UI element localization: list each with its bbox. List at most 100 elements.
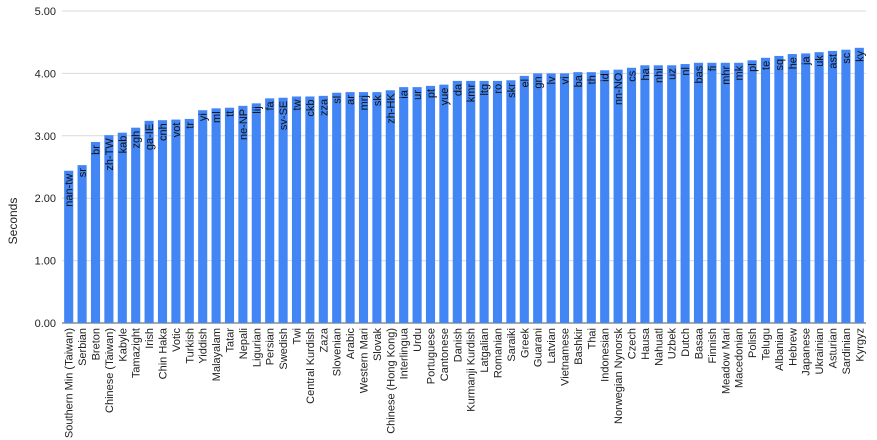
x-tick-label: Polish <box>747 328 759 358</box>
x-tick-label: Southern Min (Taiwan) <box>64 328 76 438</box>
y-tick-label: 0.00 <box>35 318 56 330</box>
bar <box>854 47 864 323</box>
bar-code-label: gn <box>533 76 545 88</box>
bar-code-label: vot <box>171 123 183 138</box>
bar <box>251 103 261 324</box>
bar <box>144 120 154 323</box>
bar-code-label: ha <box>640 67 652 80</box>
x-tick-label: Thai <box>586 328 598 349</box>
bar-code-label: kab <box>117 136 129 154</box>
y-tick-label: 2.00 <box>35 193 56 205</box>
x-tick-label: Portuguese <box>426 328 438 384</box>
bar <box>332 92 342 323</box>
x-tick-label: Chinese (Taiwan) <box>104 328 116 413</box>
x-tick-label: Basaa <box>694 327 706 359</box>
y-tick-label: 1.00 <box>35 256 56 268</box>
x-tick-label: Breton <box>91 328 103 360</box>
x-tick-label: Hebrew <box>787 328 799 366</box>
x-tick-label: Tatar <box>225 328 237 353</box>
bar <box>345 92 355 324</box>
bar-code-label: ltg <box>479 84 491 96</box>
bar <box>707 62 717 324</box>
bar-code-label: cnh <box>158 123 170 141</box>
x-tick-label: Kyrgyz <box>854 328 866 362</box>
x-tick-label: Romanian <box>493 328 505 378</box>
x-tick-label: Kurmanji Kurdish <box>466 328 478 412</box>
bar-code-label: mk <box>734 65 746 80</box>
bar-code-label: ba <box>573 74 585 87</box>
bar <box>291 96 302 323</box>
bar <box>399 87 409 324</box>
bar-code-label: zh-TW <box>104 138 116 171</box>
bar-code-label: ur <box>412 90 424 100</box>
bar <box>667 65 677 324</box>
bar <box>734 62 744 324</box>
bar-code-label: te <box>761 61 773 70</box>
x-tick-label: Sardinian <box>841 328 853 374</box>
bar-code-label: sr <box>77 168 89 178</box>
x-tick-label: Urdu <box>412 328 424 352</box>
bar <box>265 98 275 323</box>
x-tick-label: Meadow Mari <box>720 328 732 394</box>
bar-code-label: tr <box>184 122 196 129</box>
bar-code-label: da <box>452 83 464 96</box>
bar <box>439 84 449 323</box>
bar <box>613 69 623 323</box>
x-tick-label: Twi <box>292 328 304 345</box>
bar <box>104 135 114 323</box>
bar <box>452 80 462 323</box>
bar <box>238 105 248 324</box>
bar <box>305 96 315 323</box>
bar <box>801 53 811 323</box>
bar-code-label: sk <box>372 95 384 107</box>
x-tick-label: Persian <box>265 328 277 365</box>
bar <box>519 75 529 323</box>
bar-code-label: nan-tw <box>64 174 76 207</box>
bar-code-label: ja <box>801 56 813 66</box>
x-tick-label: Hausa <box>640 327 652 360</box>
bar <box>586 72 596 323</box>
x-tick-label: Ukrainian <box>814 328 826 374</box>
bar <box>77 165 87 323</box>
bar-code-label: ml <box>211 111 223 123</box>
y-tick-label: 5.00 <box>35 6 56 18</box>
x-tick-label: Japanese <box>801 328 813 376</box>
bar-code-label: mhr <box>720 65 732 84</box>
bar <box>385 90 395 323</box>
bar-code-label: fa <box>265 100 277 110</box>
bar-code-label: ne-NP <box>238 109 250 140</box>
x-tick-label: Norwegian Nynorsk <box>613 328 625 424</box>
x-tick-label: Votic <box>171 328 183 352</box>
x-tick-label: Interlingua <box>399 327 411 379</box>
x-tick-label: Serbian <box>77 328 89 366</box>
bar <box>774 55 784 323</box>
x-tick-label: Chinese (Hong Kong) <box>385 328 397 434</box>
bar-code-label: th <box>586 75 598 84</box>
x-tick-label: Nepali <box>238 328 250 359</box>
bar <box>224 107 235 323</box>
category-labels: Southern Min (Taiwan) Serbian Breton Chines… <box>64 327 867 438</box>
x-tick-label: Macedonian <box>734 328 746 388</box>
bar-code-label: ia <box>399 89 411 98</box>
x-tick-label: Latvian <box>546 328 558 363</box>
bar-code-label: el <box>519 79 531 88</box>
x-tick-label: Latgalian <box>479 328 491 373</box>
bar-code-label: sq <box>774 59 786 71</box>
x-tick-label: Chin Haka <box>158 327 170 379</box>
bar-code-label: bas <box>694 65 706 83</box>
bar <box>827 50 838 323</box>
x-tick-label: Telugu <box>761 328 773 360</box>
bar-code-label: nn-NO <box>613 72 625 105</box>
bar-code-label: skr <box>506 83 518 98</box>
bar <box>90 142 101 323</box>
bar <box>184 118 194 324</box>
bar-code-label: id <box>600 73 612 82</box>
bar <box>479 80 489 323</box>
x-tick-label: Ligurian <box>251 328 263 367</box>
bar <box>466 80 476 323</box>
x-tick-label: Guarani <box>533 328 545 367</box>
bar-code-label: mrj <box>359 95 371 110</box>
x-tick-label: Yiddish <box>198 328 210 364</box>
